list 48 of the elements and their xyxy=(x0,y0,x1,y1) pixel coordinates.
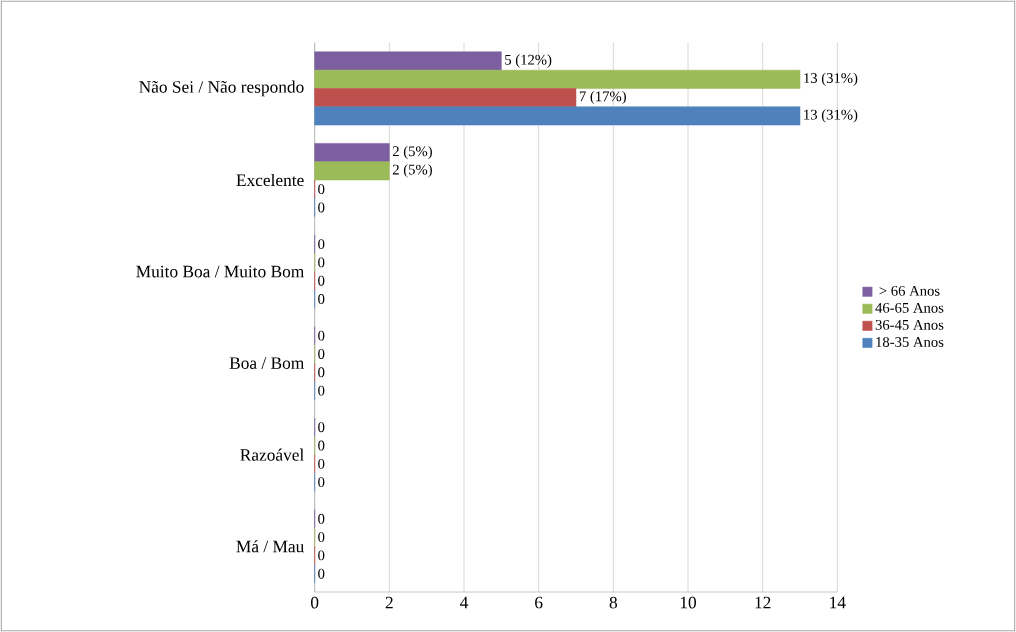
data-label: 0 xyxy=(318,349,325,359)
legend-label: 46-65 Anos xyxy=(875,302,944,313)
bar xyxy=(314,88,577,108)
bar xyxy=(314,106,801,126)
legend-label: 36-45 Anos xyxy=(875,319,944,330)
data-label: 0 xyxy=(318,202,325,213)
bar xyxy=(314,69,801,89)
data-label: 0 xyxy=(318,458,325,469)
legend-label: 18-35 Anos xyxy=(876,337,944,347)
y-tick-label: Excelente xyxy=(236,173,304,187)
data-label: 0 xyxy=(318,568,325,579)
data-label: 0 xyxy=(318,367,325,378)
x-tick-label: 8 xyxy=(609,596,618,609)
data-label: 0 xyxy=(318,184,325,195)
legend-label: > 66 Anos xyxy=(879,285,940,296)
y-tick-label: Muito Boa / Muito Bom xyxy=(136,265,305,278)
x-tick-label: 2 xyxy=(385,596,393,609)
data-label: 5 (12%) xyxy=(505,54,552,68)
data-label: 0 xyxy=(318,477,325,488)
data-label: 0 xyxy=(318,532,325,543)
y-tick-label: Má / Mau xyxy=(236,540,304,553)
data-label: 0 xyxy=(318,330,325,341)
data-label: 2 (5%) xyxy=(392,164,432,178)
x-tick-label: 12 xyxy=(755,596,771,609)
data-label: 0 xyxy=(318,294,325,304)
data-label: 13 (31%) xyxy=(804,109,858,123)
data-label: 7 (17%) xyxy=(579,90,626,105)
y-tick-label: Não Sei / Não respondo xyxy=(139,80,304,97)
bar xyxy=(314,161,390,181)
data-label: 0 xyxy=(318,239,325,250)
y-tick-label: Boa / Bom xyxy=(229,357,305,369)
data-label: 0 xyxy=(318,513,325,524)
x-tick-label: 6 xyxy=(535,596,543,609)
x-tick-label: 0 xyxy=(311,596,319,609)
data-label: 0 xyxy=(318,422,325,433)
data-label: 0 xyxy=(318,385,325,396)
y-tick-label: Razoável xyxy=(240,448,304,461)
data-label: 0 xyxy=(318,440,325,451)
data-label: 0 xyxy=(318,257,325,268)
data-label: 2 (5%) xyxy=(392,145,432,160)
data-label: 0 xyxy=(318,550,325,561)
x-tick-label: 14 xyxy=(830,596,846,609)
x-tick-label: 4 xyxy=(460,596,469,609)
data-label: 13 (31%) xyxy=(804,72,858,86)
data-label: 0 xyxy=(318,275,325,286)
x-tick-label: 10 xyxy=(680,596,697,609)
bar xyxy=(314,51,502,71)
bar xyxy=(314,143,390,162)
